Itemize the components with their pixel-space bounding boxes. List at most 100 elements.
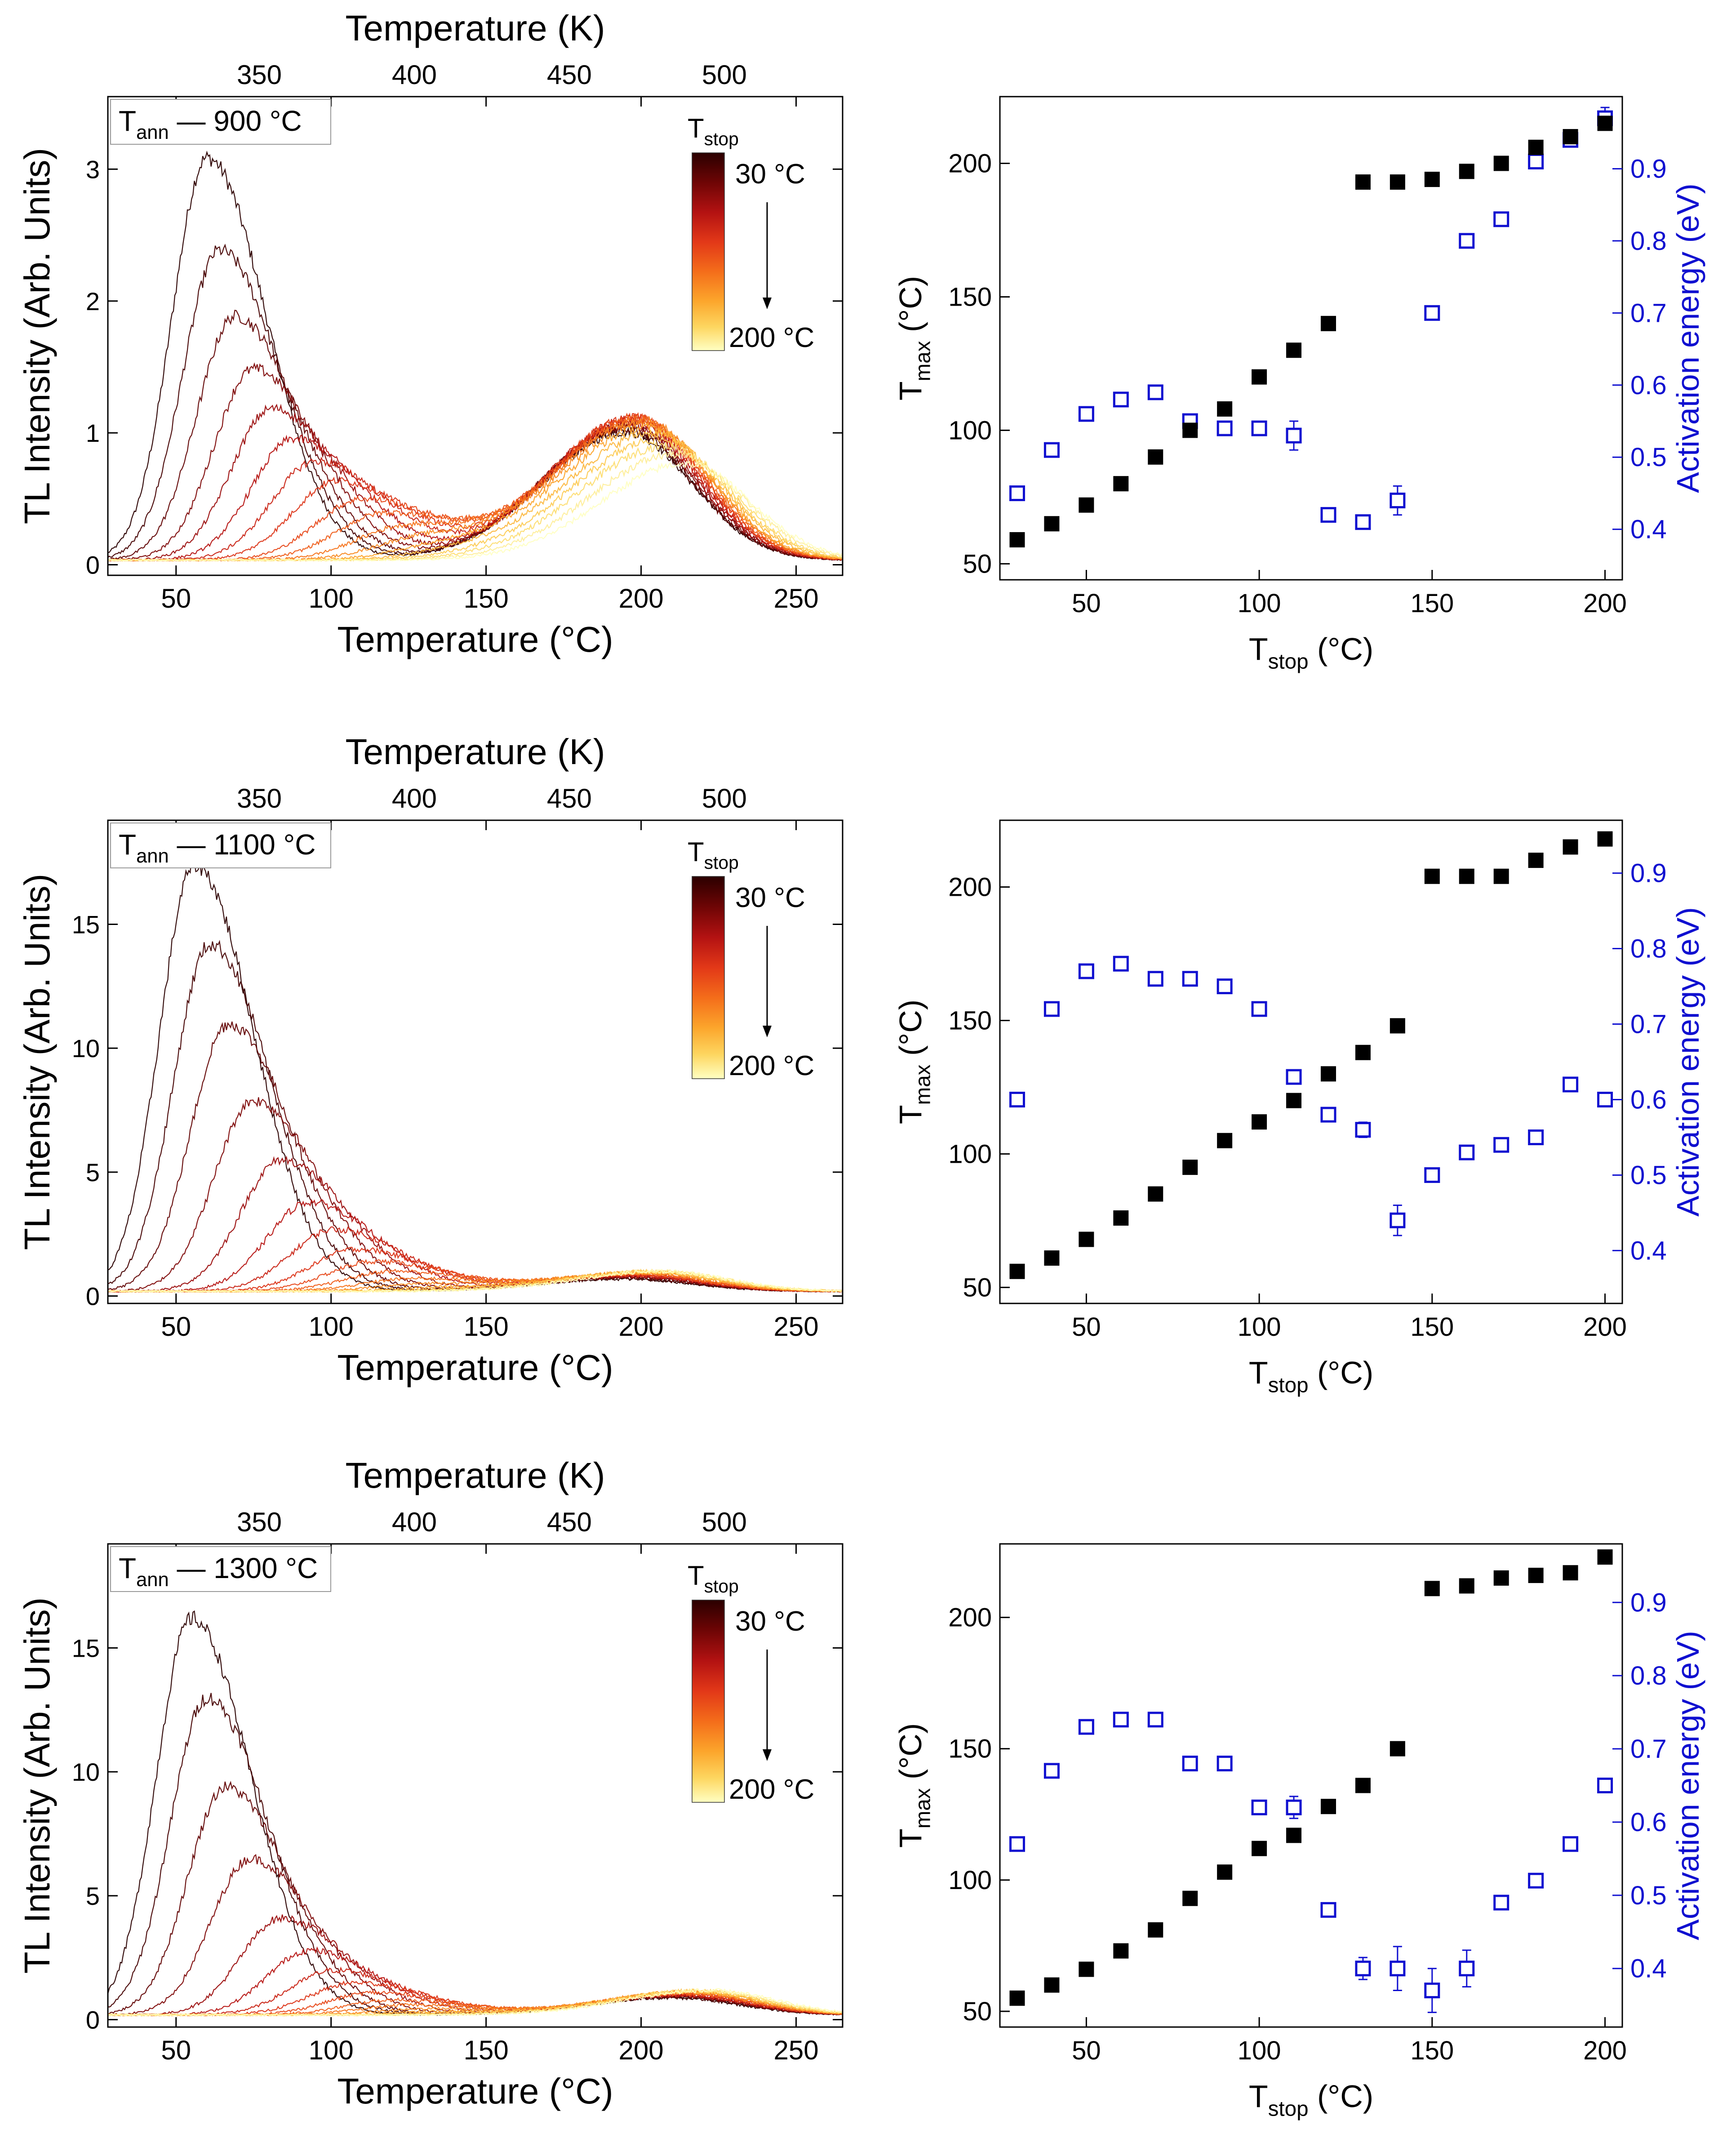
y-tick-label: 0 — [86, 1282, 100, 1310]
tl-curve-50 — [107, 1781, 842, 2015]
colorbar-title: Tstop — [688, 113, 739, 149]
y-axis-label-suffix: (°C) — [893, 1000, 928, 1065]
tmax-point-100 — [1252, 1841, 1267, 1856]
x2-tick-label: 450 — [547, 1507, 592, 1537]
x-tick-label: 150 — [464, 2035, 509, 2065]
plot-frame — [999, 1543, 1623, 2028]
plot-frame — [999, 819, 1623, 1304]
y2-tick-label: 0.9 — [1630, 1588, 1667, 1617]
tl-curve-40 — [107, 939, 842, 1293]
y-tick-label: 10 — [72, 1758, 100, 1786]
tmax-point-190 — [1563, 129, 1578, 145]
y-axis-label-sub: max — [911, 341, 935, 381]
x-tick-label: 150 — [1410, 2036, 1454, 2065]
ea-point-40 — [1043, 442, 1060, 458]
x2-tick-label: 400 — [392, 1507, 437, 1537]
tmax-point-80 — [1182, 422, 1198, 438]
y-tick-label: 200 — [948, 1603, 992, 1632]
ea-point-160 — [1459, 233, 1475, 249]
y2-tick-label: 0.7 — [1630, 1010, 1667, 1039]
ea-point-190 — [1563, 1836, 1579, 1852]
y-tick-label: 150 — [948, 1006, 992, 1035]
y-tick-label: 0 — [86, 551, 100, 579]
ea-point-110 — [1286, 427, 1302, 444]
tmax-point-60 — [1113, 1210, 1129, 1226]
y2-tick-label: 0.8 — [1630, 227, 1667, 256]
x-axis-label-sub: stop — [1268, 1374, 1309, 1397]
y2-tick-label: 0.6 — [1630, 1808, 1667, 1837]
tl-curve-70 — [107, 404, 842, 562]
colorbar-arrow-head — [763, 1026, 772, 1037]
tmax-point-190 — [1563, 1565, 1578, 1581]
x-tick-label: 150 — [1410, 1312, 1454, 1342]
tmax-point-40 — [1044, 1977, 1060, 1993]
tl-curve-40 — [107, 1693, 842, 2016]
ea-point-150 — [1424, 1983, 1440, 1999]
colorbar — [692, 1600, 725, 1803]
tmax-point-140 — [1390, 1741, 1405, 1756]
x-axis-label: Temperature (°C) — [337, 1347, 613, 1387]
tmax-point-110 — [1286, 342, 1302, 358]
x2-tick-label: 350 — [237, 783, 282, 814]
colorbar-title: Tstop — [688, 1561, 739, 1596]
colorbar-top-label: 30 °C — [735, 882, 805, 913]
x2-tick-label: 350 — [237, 1507, 282, 1537]
y-axis-label: TL Intensity (Arb. Units) — [17, 874, 57, 1250]
tmax-point-170 — [1493, 1570, 1509, 1586]
tmax-point-170 — [1493, 156, 1509, 171]
y-axis-label-sub: max — [911, 1064, 935, 1105]
ea-point-30 — [1009, 485, 1025, 501]
ea-point-130 — [1355, 514, 1371, 530]
y2-tick-label: 0.5 — [1630, 1881, 1667, 1910]
legend-label: Tann — 1100 °C — [119, 828, 315, 867]
y-tick-label: 5 — [86, 1158, 100, 1187]
ea-point-160 — [1459, 1961, 1475, 1977]
ea-point-60 — [1113, 956, 1129, 972]
x-axis-label-main: T — [1249, 1355, 1268, 1390]
y-tick-label: 100 — [948, 416, 992, 445]
x-tick-label: 100 — [1238, 2036, 1281, 2065]
y2-tick-label: 0.4 — [1630, 515, 1667, 544]
x-tick-label: 100 — [1238, 589, 1281, 618]
colorbar-arrow-head — [763, 1749, 772, 1761]
scatter-panel-2: 50 100 150 200 50 100 150 200 0.4 0.5 0.6 0.7 0.8 0.9… — [893, 1543, 1705, 2121]
tl-curves — [107, 857, 842, 1293]
legend-box — [110, 1546, 331, 1592]
colorbar-title-sub: stop — [704, 852, 739, 873]
ea-point-110 — [1286, 1069, 1302, 1085]
colorbar-title-main: T — [688, 1561, 704, 1591]
x-axis-label-suffix: (°C) — [1309, 631, 1374, 667]
tmax-point-140 — [1390, 174, 1405, 190]
x-tick-label: 250 — [773, 583, 818, 614]
ea-point-170 — [1493, 211, 1510, 227]
tmax-point-100 — [1252, 369, 1267, 385]
tmax-point-50 — [1079, 497, 1094, 513]
x-axis-label-suffix: (°C) — [1309, 1355, 1374, 1390]
y2-tick-label: 0.9 — [1630, 154, 1667, 183]
x-axis-label: Temperature (°C) — [337, 2071, 613, 2111]
ea-point-100 — [1251, 420, 1267, 436]
x-axis-label: Tstop (°C) — [1249, 2079, 1373, 2121]
y2-tick-label: 0.4 — [1630, 1954, 1667, 1983]
legend-label-main: T — [119, 105, 136, 137]
y-tick-label: 5 — [86, 1882, 100, 1910]
x2-tick-label: 450 — [547, 783, 592, 814]
x-axis-label-sub: stop — [1268, 2097, 1309, 2121]
x-axis-label-sub: stop — [1268, 650, 1309, 674]
ea-point-90 — [1217, 978, 1233, 995]
ea-point-110 — [1286, 1799, 1302, 1815]
y2-tick-label: 0.9 — [1630, 859, 1667, 888]
plot-frame — [107, 819, 844, 1304]
colorbar-bottom-label: 200 °C — [729, 322, 814, 353]
legend-box — [110, 99, 331, 145]
tl-curve-150 — [107, 422, 842, 562]
tl-curves — [107, 151, 842, 562]
ea-point-40 — [1043, 1001, 1060, 1017]
y-tick-label: 200 — [948, 149, 992, 178]
y-tick-label: 2 — [86, 287, 100, 316]
tmax-point-130 — [1355, 1778, 1371, 1793]
ea-point-170 — [1493, 1894, 1510, 1911]
ea-point-120 — [1320, 507, 1336, 523]
ea-point-180 — [1528, 1129, 1544, 1145]
